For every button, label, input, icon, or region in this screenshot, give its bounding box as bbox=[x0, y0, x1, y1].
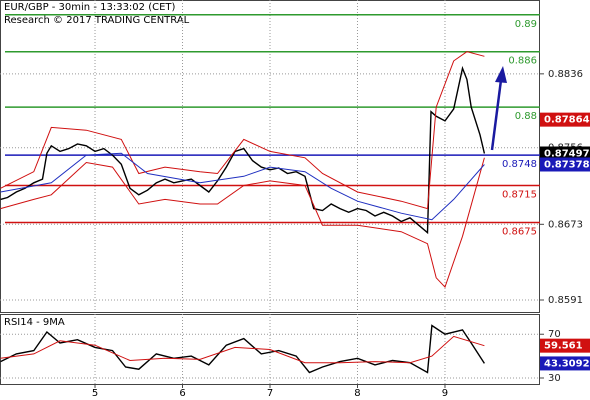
x-tick-label: 6 bbox=[179, 388, 185, 399]
forecast-arrow-head bbox=[495, 66, 507, 83]
level-label: 0.8675 bbox=[502, 226, 537, 237]
level-label: 0.89 bbox=[515, 19, 537, 30]
price-tag bbox=[540, 338, 590, 353]
price-tag-label: 0.87378 bbox=[544, 159, 590, 170]
price-tag-label: 0.87497 bbox=[544, 149, 590, 160]
price-tag bbox=[540, 112, 590, 127]
chart-subtitle: Research © 2017 TRADING CENTRAL bbox=[4, 15, 190, 26]
price-tag bbox=[540, 146, 590, 161]
chart-title: EUR/GBP - 30min - 13:33:02 (CET) bbox=[4, 2, 176, 13]
y-tick-label: 0.8836 bbox=[548, 69, 583, 80]
level-label: 0.8715 bbox=[502, 190, 537, 201]
price-tag-label: 0.87864 bbox=[544, 115, 590, 126]
level-label: 0.886 bbox=[508, 56, 537, 67]
price-tag-label: 43.3092 bbox=[544, 358, 590, 369]
y-tick-label: 70 bbox=[548, 329, 561, 340]
x-tick-label: 7 bbox=[267, 388, 273, 399]
rsi-title: RSI14 - 9MA bbox=[4, 317, 65, 328]
y-tick-label: 30 bbox=[548, 373, 561, 384]
series-line bbox=[0, 65, 486, 235]
series-line bbox=[0, 152, 485, 221]
series-line bbox=[0, 324, 485, 374]
x-tick-label: 8 bbox=[354, 388, 360, 399]
series-line bbox=[0, 335, 485, 364]
price-tag bbox=[540, 157, 590, 172]
forecast-arrow bbox=[490, 79, 503, 151]
x-tick-label: 5 bbox=[92, 388, 98, 399]
price-tag bbox=[540, 356, 590, 371]
series-line bbox=[0, 157, 485, 289]
x-tick-label: 9 bbox=[442, 388, 448, 399]
series-line bbox=[0, 51, 485, 210]
y-tick-label: 0.8591 bbox=[548, 295, 583, 306]
price-tag-label: 59.561 bbox=[544, 341, 583, 352]
level-label: 0.8748 bbox=[502, 159, 537, 170]
level-label: 0.88 bbox=[515, 111, 537, 122]
y-tick-label: 0.8673 bbox=[548, 219, 583, 230]
